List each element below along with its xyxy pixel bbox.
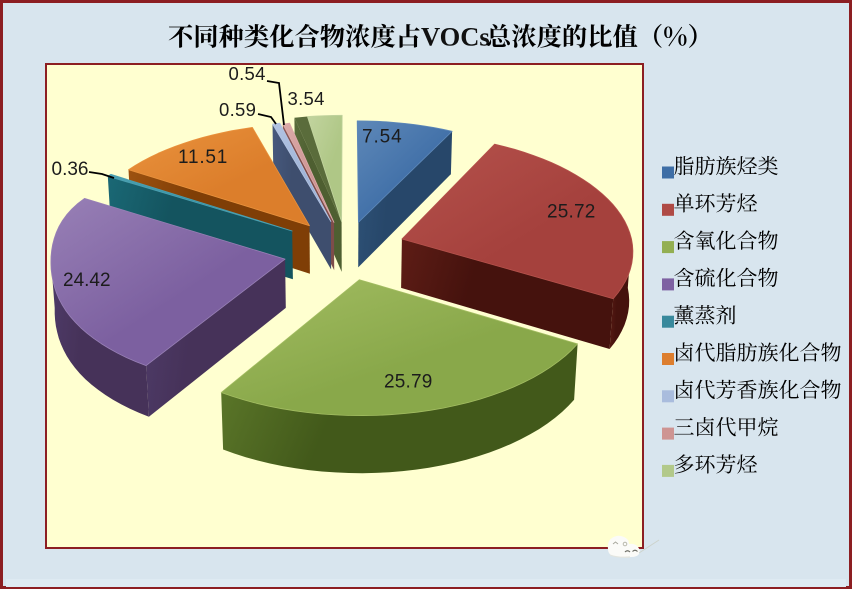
svg-text:24.42: 24.42 <box>63 270 111 291</box>
svg-text:0.59: 0.59 <box>219 99 256 120</box>
svg-text:3.54: 3.54 <box>288 88 325 109</box>
svg-text:11.51: 11.51 <box>178 147 228 168</box>
svg-text:0.54: 0.54 <box>229 63 266 84</box>
svg-text:25.72: 25.72 <box>547 202 596 223</box>
svg-text:7.54: 7.54 <box>362 127 403 148</box>
svg-text:25.79: 25.79 <box>384 372 433 393</box>
svg-text:0.36: 0.36 <box>52 159 89 180</box>
svg-text:VOCs: VOCs <box>421 22 490 52</box>
